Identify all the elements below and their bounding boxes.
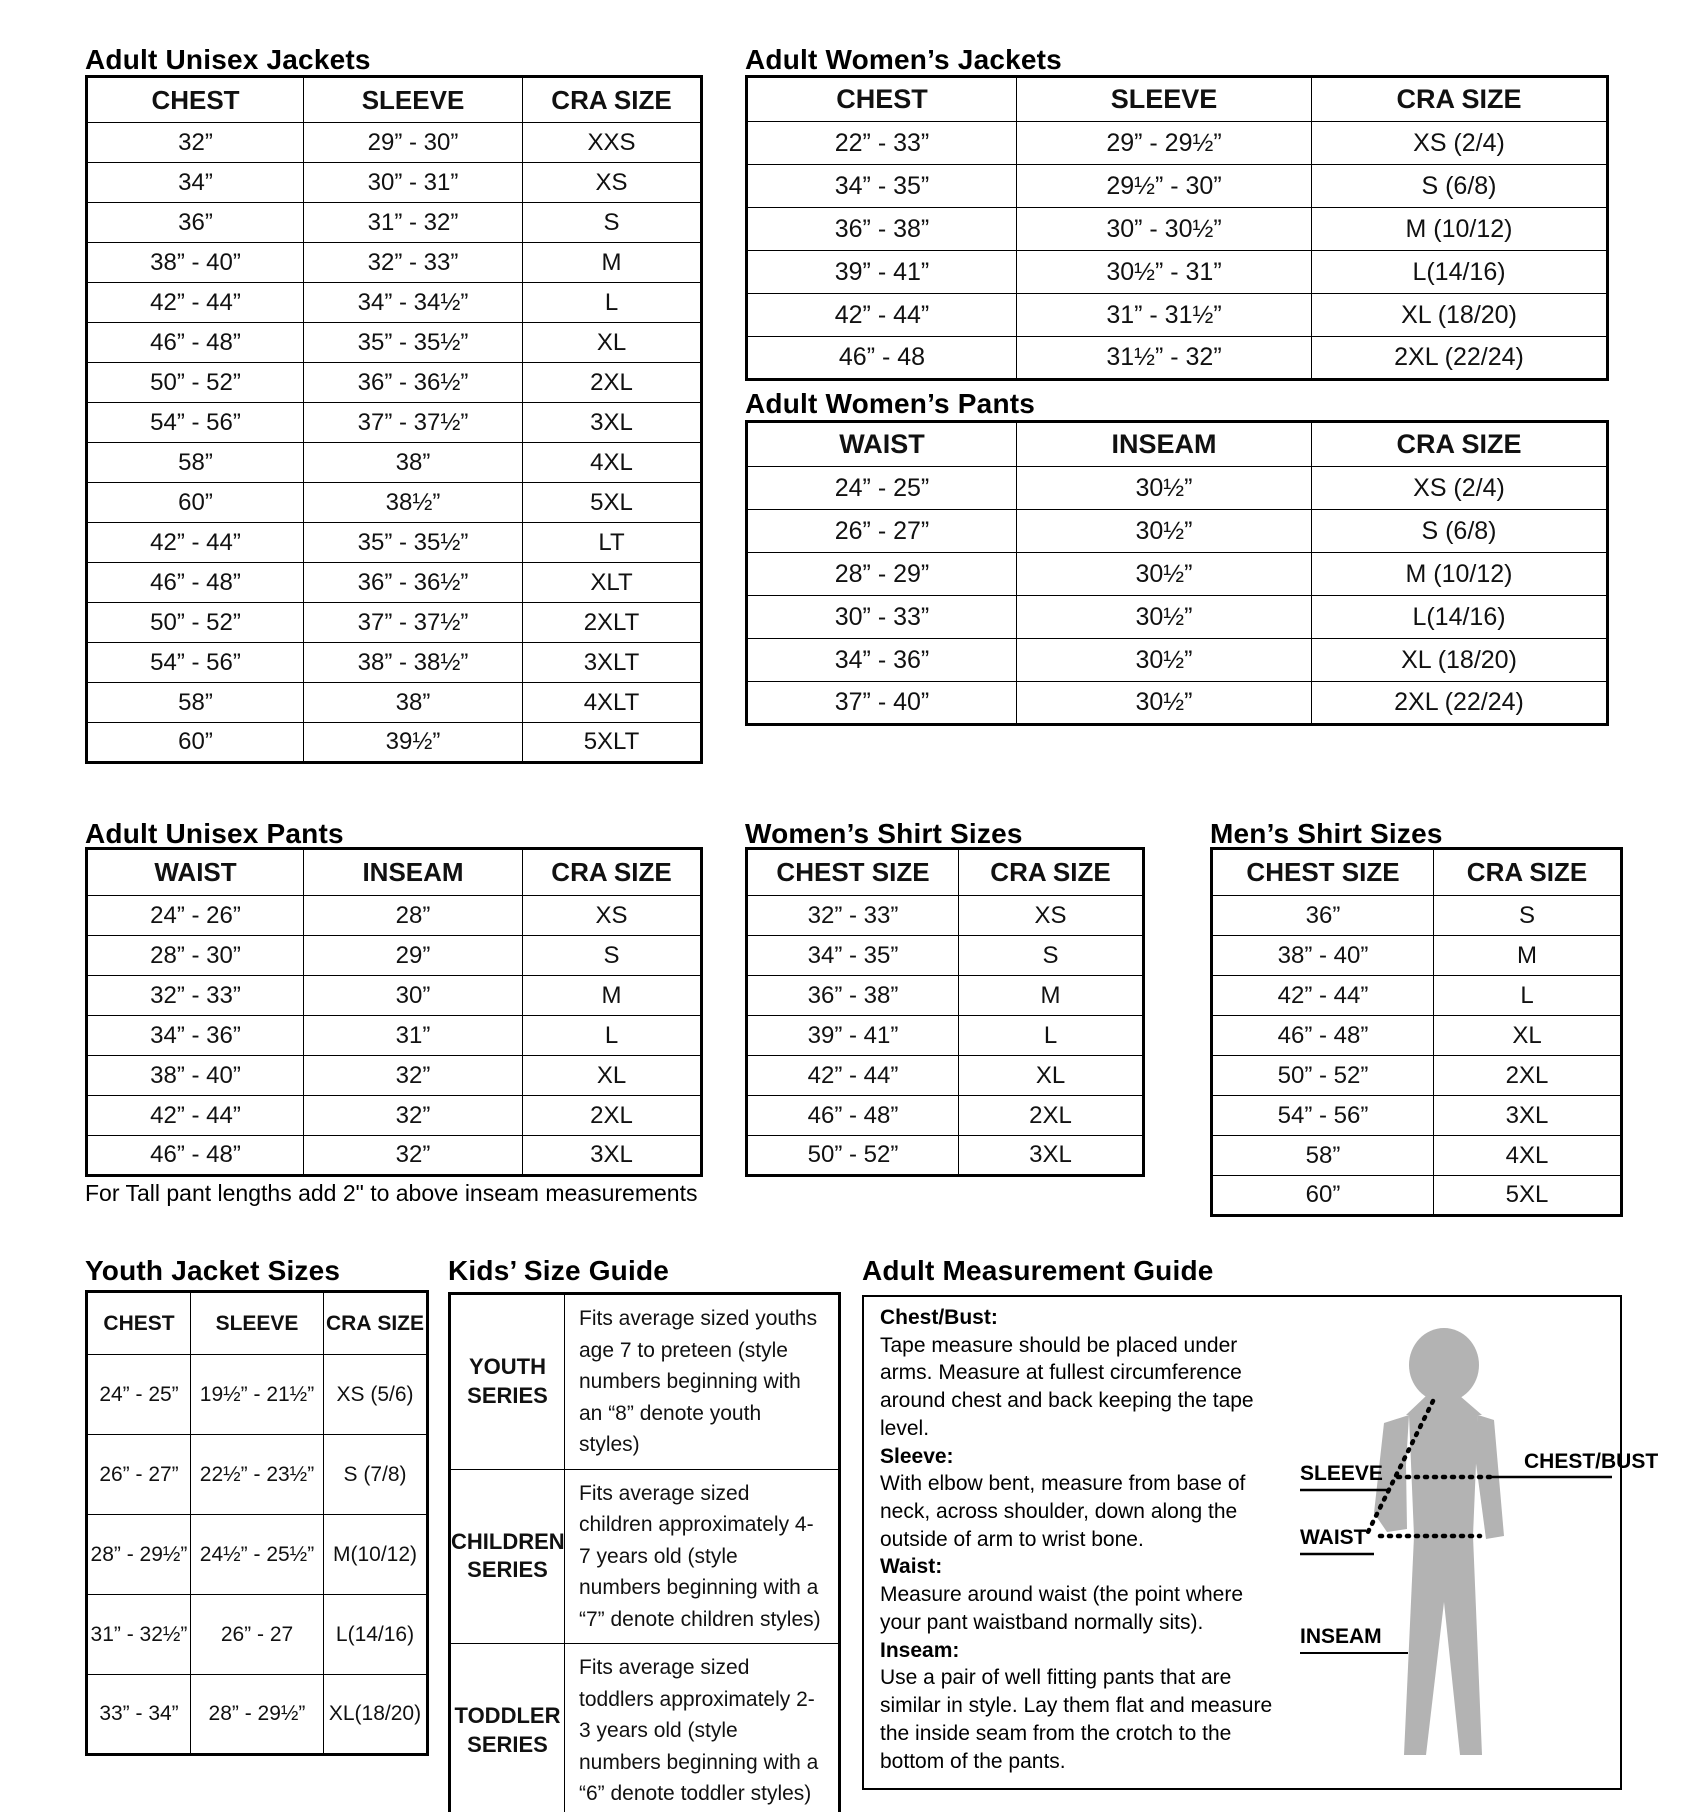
svg-text:CHEST/BUST: CHEST/BUST	[1524, 1450, 1658, 1473]
svg-text:SLEEVE: SLEEVE	[1300, 1462, 1383, 1485]
svg-text:WAIST: WAIST	[1300, 1526, 1367, 1549]
